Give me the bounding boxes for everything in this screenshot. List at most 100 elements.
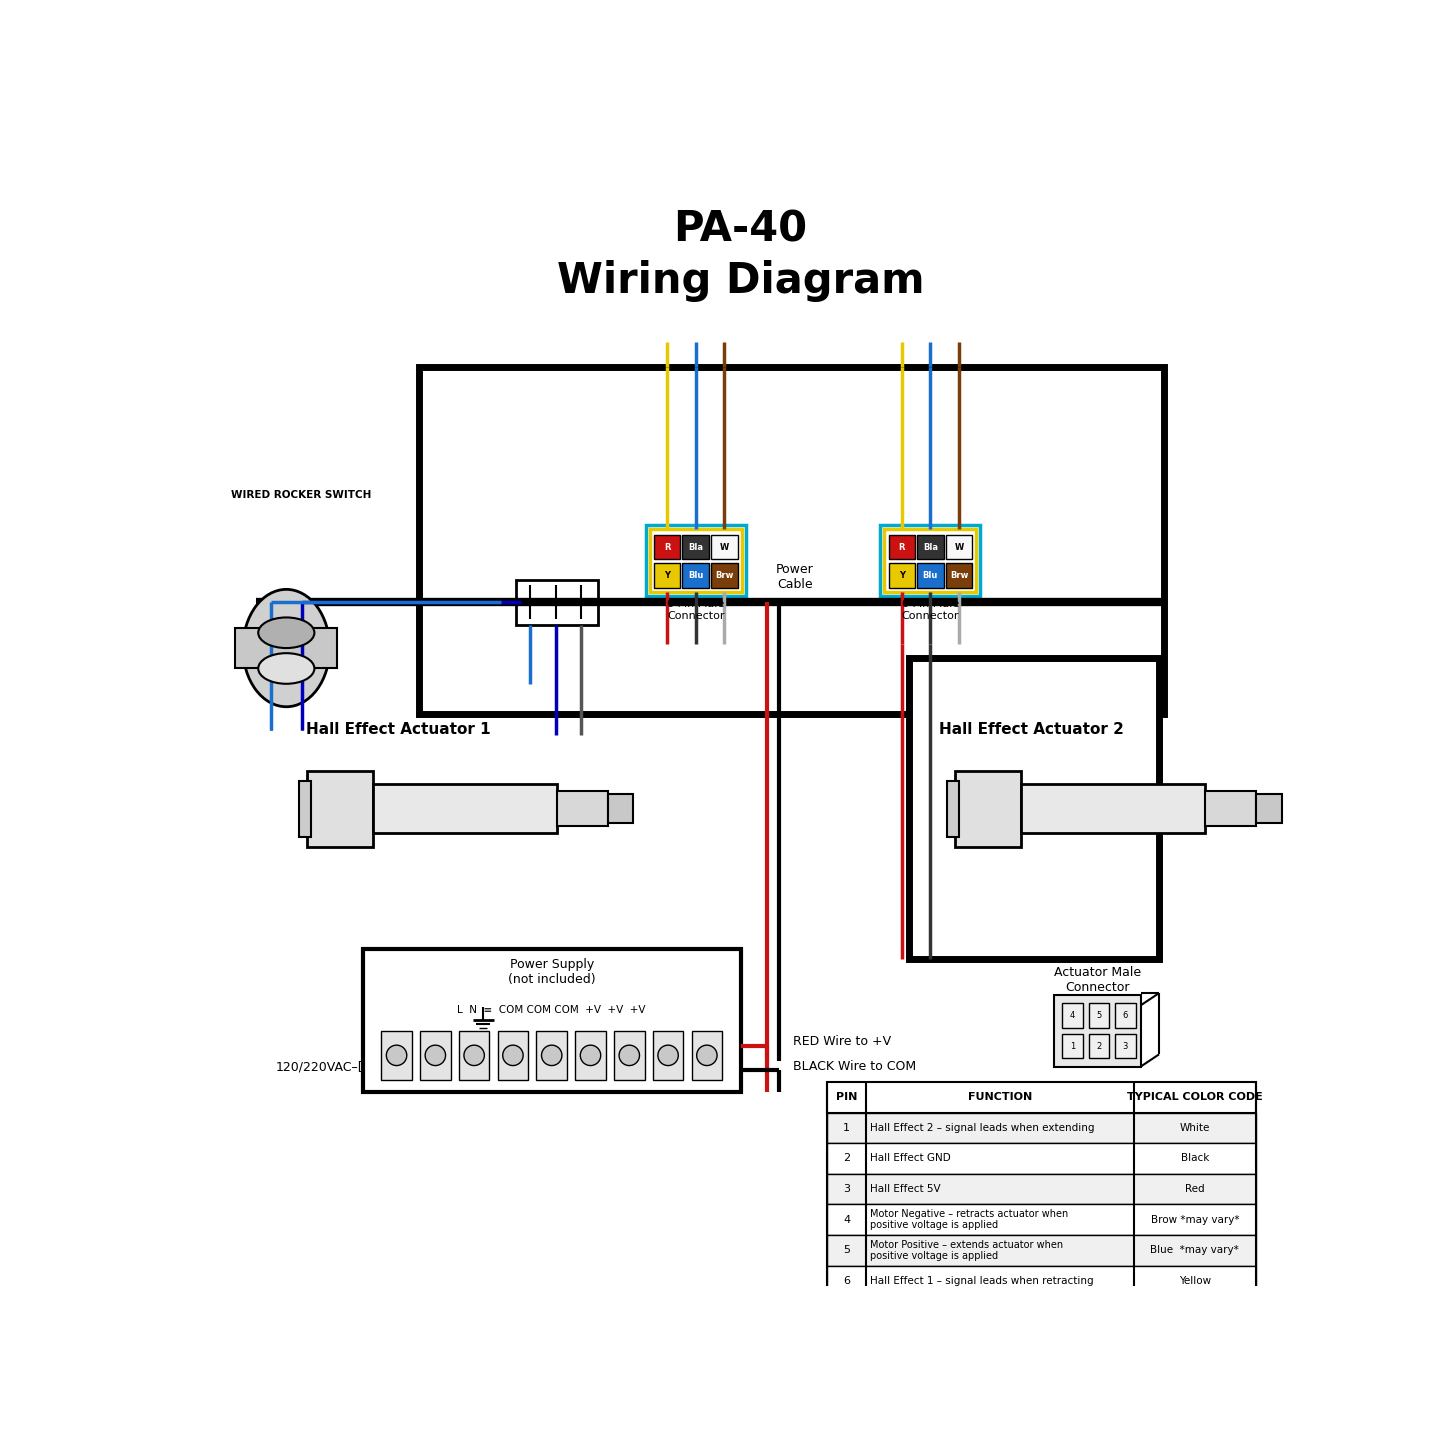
Bar — [711, 535, 737, 559]
Bar — [650, 529, 741, 592]
Bar — [419, 367, 1165, 714]
Text: White: White — [1179, 1123, 1209, 1133]
Text: 3: 3 — [1123, 1042, 1129, 1051]
Text: Brow *may vary*: Brow *may vary* — [1150, 1215, 1238, 1225]
Ellipse shape — [243, 590, 329, 707]
Circle shape — [696, 1045, 717, 1065]
Text: 4: 4 — [844, 1215, 850, 1225]
Bar — [1053, 996, 1140, 1066]
Text: PA-40: PA-40 — [673, 208, 808, 250]
Bar — [1116, 1003, 1136, 1027]
Bar — [420, 1030, 451, 1079]
Bar — [880, 525, 981, 595]
Text: FUNCTION: FUNCTION — [968, 1092, 1032, 1103]
Bar — [711, 564, 737, 588]
Bar — [918, 564, 944, 588]
Bar — [646, 525, 746, 595]
Text: R: R — [663, 542, 670, 552]
Bar — [889, 535, 915, 559]
Text: Motor Positive – extends actuator when: Motor Positive – extends actuator when — [870, 1240, 1064, 1250]
Bar — [236, 627, 337, 669]
Circle shape — [581, 1045, 601, 1065]
Text: Hall Effect 2 – signal leads when extending: Hall Effect 2 – signal leads when extend… — [870, 1123, 1095, 1133]
Bar — [1022, 783, 1205, 832]
Bar — [653, 1030, 683, 1079]
Bar — [945, 535, 972, 559]
Bar — [1116, 1035, 1136, 1058]
Text: Actuator Male
Connector: Actuator Male Connector — [1055, 965, 1142, 994]
Text: PIN: PIN — [837, 1092, 857, 1103]
Text: 120/220VAC–[: 120/220VAC–[ — [276, 1061, 364, 1074]
Bar — [682, 564, 709, 588]
Text: WIRED ROCKER SWITCH: WIRED ROCKER SWITCH — [231, 490, 371, 500]
Text: Yellow: Yellow — [1179, 1276, 1211, 1286]
Bar — [946, 780, 959, 837]
Text: Blue  *may vary*: Blue *may vary* — [1150, 1246, 1240, 1256]
Text: Black: Black — [1181, 1153, 1209, 1163]
Bar — [1256, 795, 1282, 822]
Bar — [556, 790, 608, 825]
Bar — [918, 535, 944, 559]
Text: 2: 2 — [1097, 1042, 1101, 1051]
Text: R: R — [899, 542, 905, 552]
Text: positive voltage is applied: positive voltage is applied — [870, 1220, 998, 1230]
Circle shape — [503, 1045, 523, 1065]
Bar — [889, 564, 915, 588]
Bar — [1088, 1003, 1110, 1027]
Bar — [945, 564, 972, 588]
Bar — [381, 1030, 412, 1079]
Bar — [516, 579, 598, 624]
Text: Blu: Blu — [688, 571, 704, 579]
Circle shape — [542, 1045, 562, 1065]
Bar — [1205, 790, 1256, 825]
Text: Brw: Brw — [949, 571, 968, 579]
Bar — [828, 1173, 1256, 1204]
Ellipse shape — [259, 653, 315, 683]
Text: Hall Effect Actuator 1: Hall Effect Actuator 1 — [306, 722, 491, 737]
Text: Bla: Bla — [688, 542, 704, 552]
Bar — [828, 1113, 1256, 1143]
Text: 1: 1 — [1069, 1042, 1075, 1051]
Bar — [373, 783, 556, 832]
Text: 6 Pin Male
Connector: 6 Pin Male Connector — [668, 600, 724, 621]
Bar — [828, 1204, 1256, 1235]
Bar — [497, 1030, 529, 1079]
Text: 4: 4 — [1069, 1011, 1075, 1020]
Text: 3: 3 — [844, 1183, 850, 1194]
Text: BLACK Wire to COM: BLACK Wire to COM — [793, 1061, 916, 1074]
Bar — [828, 1082, 1256, 1113]
Text: 1: 1 — [844, 1123, 850, 1133]
Bar — [614, 1030, 644, 1079]
Bar — [884, 529, 977, 592]
Bar — [306, 770, 373, 847]
Text: TYPICAL COLOR CODE: TYPICAL COLOR CODE — [1127, 1092, 1263, 1103]
Text: Y: Y — [665, 571, 670, 579]
Text: Brw: Brw — [715, 571, 734, 579]
Text: Power
Cable: Power Cable — [776, 562, 814, 591]
Bar — [682, 535, 709, 559]
Text: Blu: Blu — [923, 571, 938, 579]
Text: Hall Effect GND: Hall Effect GND — [870, 1153, 951, 1163]
FancyArrow shape — [1140, 993, 1159, 1006]
Bar — [1062, 1035, 1082, 1058]
Text: L  N  ≡  COM COM COM  +V  +V  +V: L N ≡ COM COM COM +V +V +V — [458, 1006, 646, 1016]
Bar — [1062, 1003, 1082, 1027]
Circle shape — [657, 1045, 678, 1065]
Text: positive voltage is applied: positive voltage is applied — [870, 1251, 998, 1261]
Text: 6: 6 — [1123, 1011, 1129, 1020]
Text: W: W — [720, 542, 728, 552]
Text: Hall Effect Actuator 2: Hall Effect Actuator 2 — [939, 722, 1124, 737]
Text: W: W — [954, 542, 964, 552]
Bar — [828, 1143, 1256, 1173]
Bar — [653, 535, 681, 559]
Bar — [828, 1235, 1256, 1266]
Bar — [955, 770, 1022, 847]
FancyArrow shape — [1140, 1055, 1159, 1066]
Bar — [692, 1030, 722, 1079]
Bar — [575, 1030, 605, 1079]
Text: 5: 5 — [844, 1246, 850, 1256]
Circle shape — [425, 1045, 445, 1065]
Circle shape — [464, 1045, 484, 1065]
Text: Hall Effect 5V: Hall Effect 5V — [870, 1183, 941, 1194]
Bar — [1088, 1035, 1110, 1058]
